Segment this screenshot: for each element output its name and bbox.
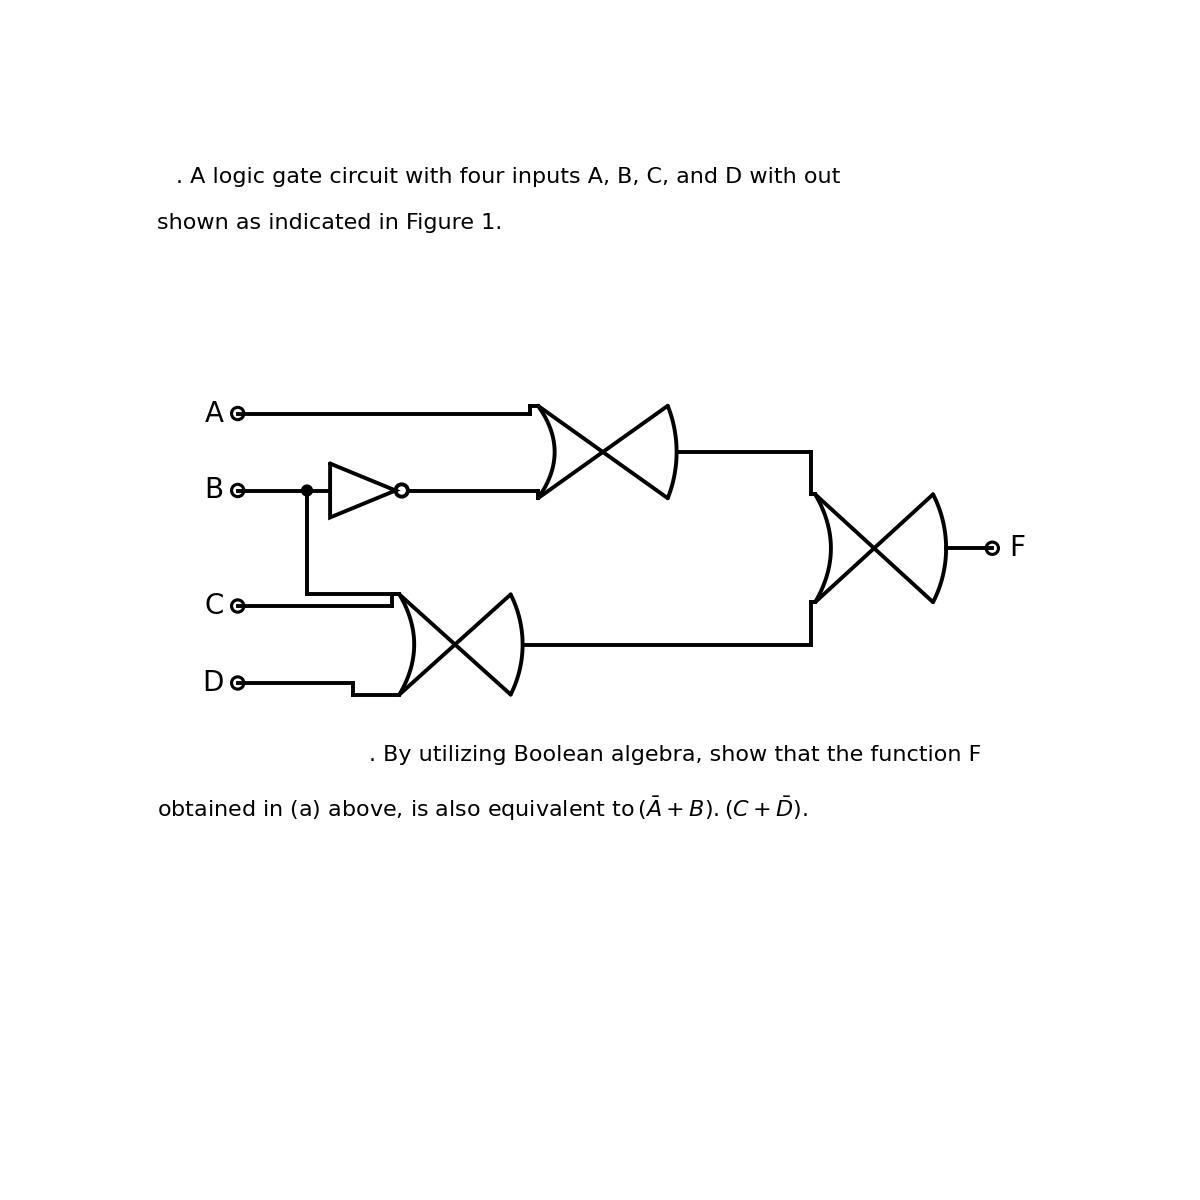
- Text: shown as indicated in Figure 1.: shown as indicated in Figure 1.: [157, 214, 502, 233]
- Text: . A logic gate circuit with four inputs A, B, C, and D with out: . A logic gate circuit with four inputs …: [176, 167, 840, 187]
- Text: B: B: [205, 476, 224, 504]
- Text: D: D: [203, 670, 224, 697]
- Text: . By utilizing Boolean algebra, show that the function F: . By utilizing Boolean algebra, show tha…: [368, 744, 980, 764]
- Text: obtained in (a) above, is also equivalent to$\,(\bar{A}+B).(C+\bar{D})$.: obtained in (a) above, is also equivalen…: [157, 794, 808, 823]
- Circle shape: [301, 485, 312, 496]
- Text: A: A: [205, 400, 224, 427]
- Text: F: F: [1009, 534, 1025, 563]
- Text: C: C: [204, 592, 224, 620]
